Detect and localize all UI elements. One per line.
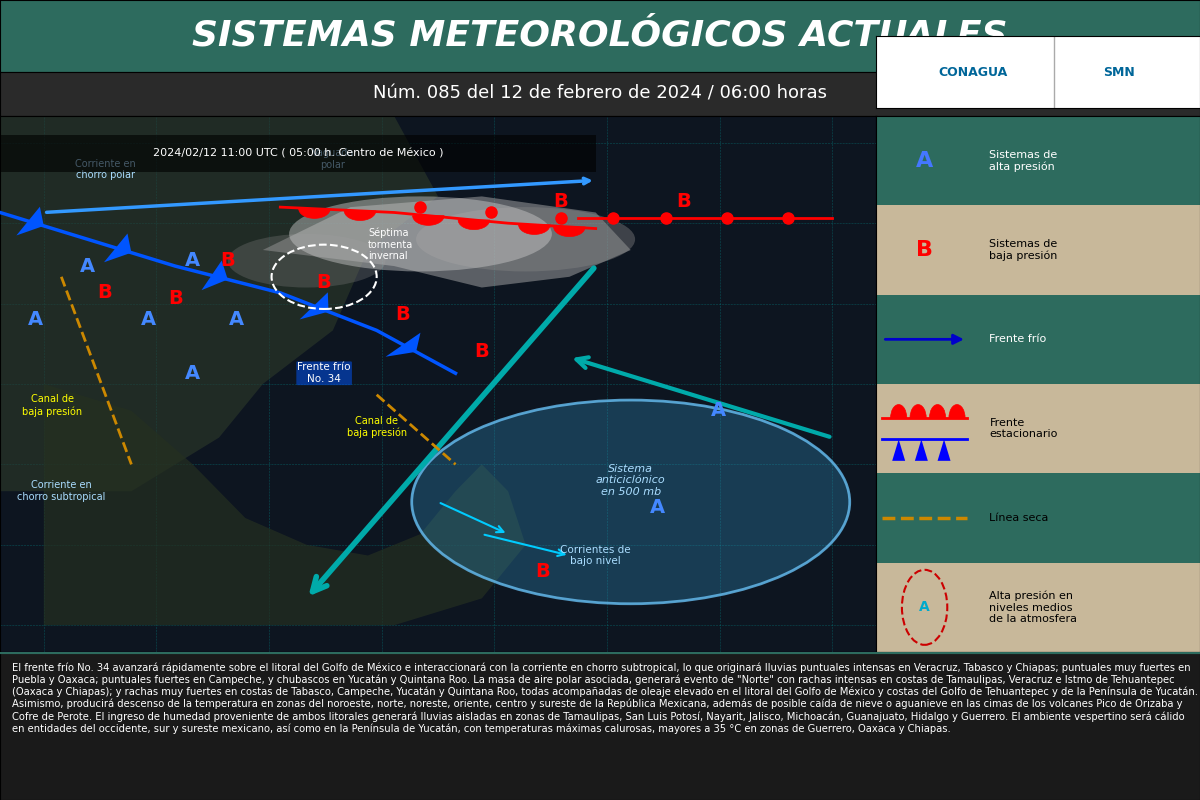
- Text: Alta presión en
niveles medios
de la atmosfera: Alta presión en niveles medios de la atm…: [989, 590, 1078, 624]
- Text: 2024/02/12 11:00 UTC ( 05:00 h. Centro de México ): 2024/02/12 11:00 UTC ( 05:00 h. Centro d…: [152, 149, 443, 158]
- Polygon shape: [893, 439, 905, 461]
- Wedge shape: [413, 216, 444, 226]
- Text: Corriente en
chorro subtropical: Corriente en chorro subtropical: [17, 480, 106, 502]
- Wedge shape: [910, 405, 926, 418]
- Polygon shape: [263, 197, 631, 287]
- Polygon shape: [202, 261, 228, 290]
- Ellipse shape: [416, 207, 635, 271]
- Text: A: A: [919, 600, 930, 614]
- Text: B: B: [396, 305, 410, 324]
- Ellipse shape: [228, 234, 385, 287]
- Wedge shape: [458, 220, 490, 230]
- Text: A: A: [142, 310, 156, 329]
- Wedge shape: [344, 211, 376, 221]
- Bar: [876, 206, 1200, 294]
- Wedge shape: [518, 225, 550, 234]
- Wedge shape: [299, 209, 330, 218]
- Wedge shape: [930, 405, 946, 418]
- Text: Frente
estacionario: Frente estacionario: [989, 418, 1057, 439]
- Polygon shape: [17, 206, 44, 235]
- Polygon shape: [300, 292, 329, 319]
- Text: A: A: [185, 364, 200, 382]
- Wedge shape: [949, 405, 965, 418]
- Text: B: B: [474, 342, 490, 362]
- Polygon shape: [937, 439, 950, 461]
- Text: CONAGUA: CONAGUA: [938, 66, 1008, 78]
- Text: Canal de
baja presión: Canal de baja presión: [347, 416, 407, 438]
- Polygon shape: [0, 116, 438, 491]
- Text: Sistemas de
baja presión: Sistemas de baja presión: [989, 239, 1057, 261]
- Bar: [876, 384, 1200, 474]
- Text: B: B: [317, 273, 331, 292]
- Text: A: A: [710, 402, 726, 420]
- Text: B: B: [676, 192, 691, 211]
- Bar: [0, 134, 595, 172]
- Text: Vaguada
polar: Vaguada polar: [312, 148, 354, 170]
- Text: B: B: [221, 251, 235, 270]
- Polygon shape: [104, 234, 132, 262]
- Text: B: B: [553, 192, 568, 211]
- Text: A: A: [185, 251, 200, 270]
- Bar: [876, 294, 1200, 384]
- Text: Núm. 085 del 12 de febrero de 2024 / 06:00 horas: Núm. 085 del 12 de febrero de 2024 / 06:…: [373, 85, 827, 103]
- Polygon shape: [385, 333, 420, 357]
- Text: A: A: [649, 498, 665, 517]
- Text: A: A: [229, 310, 244, 329]
- Ellipse shape: [412, 400, 850, 604]
- Polygon shape: [914, 439, 928, 461]
- Ellipse shape: [289, 196, 552, 271]
- Text: B: B: [97, 283, 113, 302]
- Text: El frente frío No. 34 avanzará rápidamente sobre el litoral del Golfo de México : El frente frío No. 34 avanzará rápidamen…: [12, 662, 1198, 734]
- Text: Canal de
baja presión: Canal de baja presión: [23, 394, 83, 417]
- Wedge shape: [553, 227, 586, 237]
- Bar: [876, 562, 1200, 652]
- Polygon shape: [44, 384, 526, 626]
- Text: Línea seca: Línea seca: [989, 513, 1049, 523]
- Text: A: A: [80, 257, 95, 275]
- Text: SISTEMAS METEOROLÓGICOS ACTUALES: SISTEMAS METEOROLÓGICOS ACTUALES: [192, 19, 1008, 53]
- Text: Séptima
tormenta
invernal: Séptima tormenta invernal: [368, 228, 413, 262]
- Bar: [876, 116, 1200, 206]
- Text: B: B: [535, 562, 551, 581]
- Text: Frente frío
No. 34: Frente frío No. 34: [298, 362, 350, 384]
- Text: Corriente en
chorro polar: Corriente en chorro polar: [74, 158, 136, 180]
- Text: Corrientes de
bajo nivel: Corrientes de bajo nivel: [560, 545, 631, 566]
- Text: A: A: [28, 310, 43, 329]
- Text: A: A: [916, 150, 934, 170]
- Wedge shape: [890, 405, 907, 418]
- Text: Sistemas de
alta presión: Sistemas de alta presión: [989, 150, 1057, 172]
- Text: Frente frío: Frente frío: [989, 334, 1046, 344]
- Text: Sistema
anticiclónico
en 500 mb: Sistema anticiclónico en 500 mb: [596, 464, 666, 497]
- Text: B: B: [168, 289, 182, 308]
- Bar: [876, 474, 1200, 562]
- Text: SMN: SMN: [1103, 66, 1135, 78]
- Text: B: B: [916, 240, 934, 260]
